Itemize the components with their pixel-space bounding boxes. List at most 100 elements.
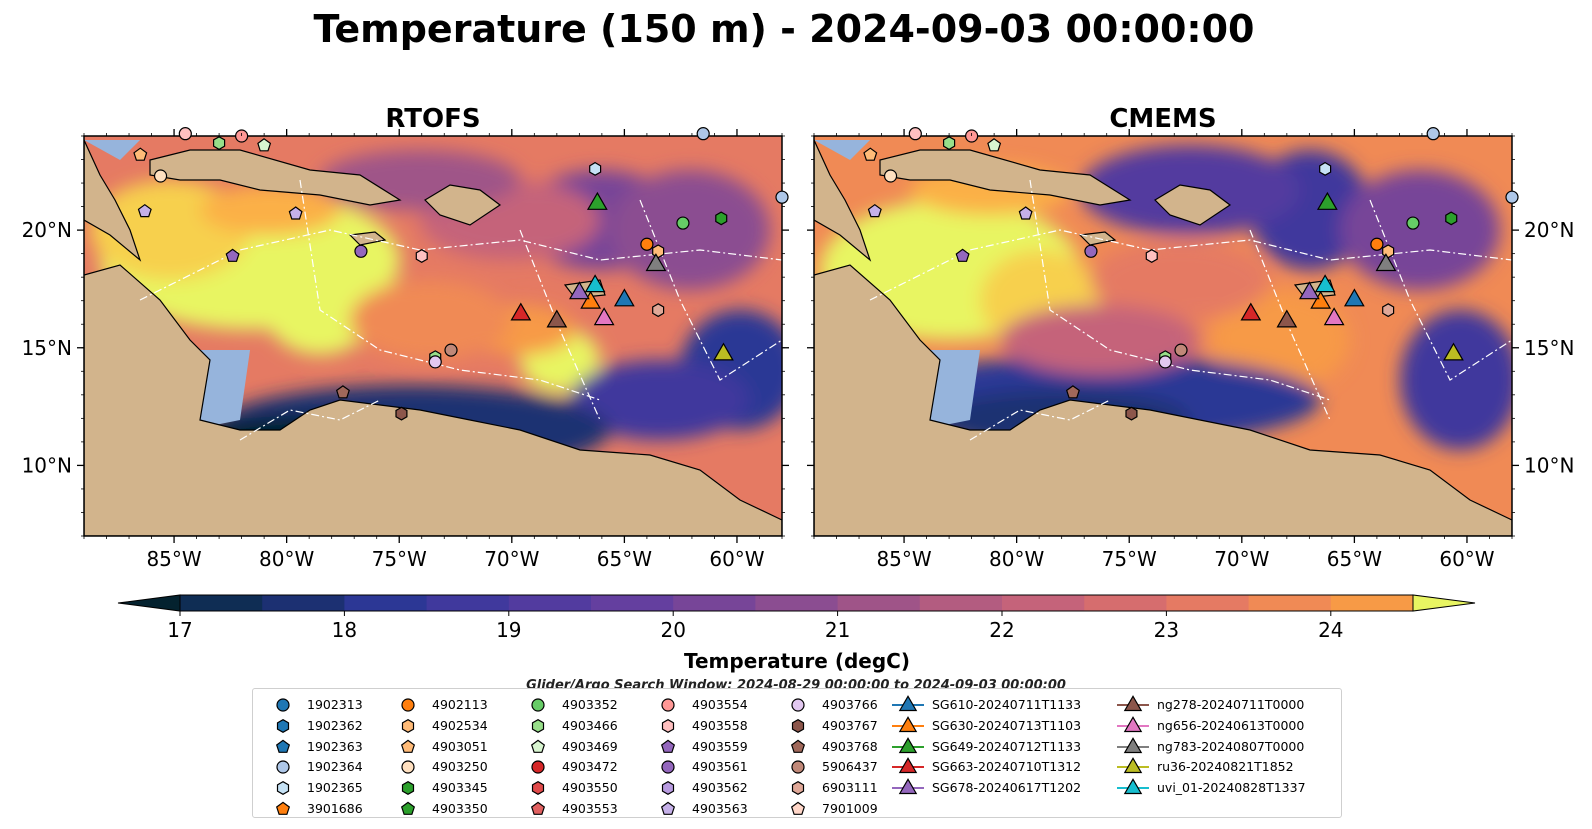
rtofs-argo-marker: [715, 211, 728, 226]
colorbar-bin: [1166, 595, 1250, 611]
rtofs-argo-marker: [354, 244, 368, 258]
legend-swatch: [791, 781, 805, 796]
legend-label: 4902113: [432, 697, 488, 712]
legend-marker: [791, 718, 805, 733]
cmems-argo-marker: [1174, 343, 1188, 357]
rtofs-x-tick-label: 85°W: [146, 547, 201, 571]
legend-swatch: [400, 739, 416, 753]
rtofs-x-tick-label: 60°W: [709, 547, 764, 571]
legend-marker: [791, 760, 805, 774]
rtofs-glider-marker: [510, 302, 532, 321]
rtofs-land: [84, 139, 782, 536]
legend-swatch: [660, 739, 676, 753]
rtofs-argo-marker: [696, 127, 710, 141]
legend-marker: [661, 781, 675, 796]
rtofs-argo-marker: [395, 406, 408, 421]
legend-marker: [276, 760, 290, 774]
legend-marker: [276, 698, 290, 712]
rtofs-argo-marker: [676, 216, 690, 230]
legend-swatch: [892, 778, 924, 795]
colorbar-bin: [673, 595, 756, 611]
rtofs-argo-marker: [213, 136, 226, 151]
legend-label: 1902363: [307, 738, 363, 754]
legend-label: 4903466: [562, 717, 618, 733]
legend-marker: [660, 801, 676, 815]
legend-swatch: [790, 801, 806, 815]
colorbar-bin: [344, 595, 428, 611]
legend-marker: [400, 801, 416, 815]
cmems-argo-marker: [908, 127, 922, 141]
colorbar-label: Temperature (degC): [684, 649, 910, 673]
legend-swatch: [1117, 778, 1149, 795]
cmems-argo-marker: [1406, 216, 1420, 230]
rtofs-glider-marker: [568, 281, 590, 300]
rtofs-glider-marker: [645, 253, 667, 272]
legend-label: 4903352: [562, 697, 618, 712]
legend-label: 4903559: [692, 738, 748, 754]
cmems-glider-marker: [1323, 307, 1345, 326]
legend-label: 4903558: [692, 717, 748, 733]
legend-marker: [531, 698, 545, 712]
colorbar-extend-max: [1412, 594, 1476, 612]
colorbar-tick-label: 17: [167, 618, 192, 642]
cmems-x-tick-label: 60°W: [1439, 547, 1494, 571]
rtofs-argo-marker: [153, 169, 168, 183]
rtofs-argo-marker: [257, 138, 272, 152]
cmems-axis-ticks: 85°W 80°W 75°W 70°W 65°W 60°W 10°N 15°N 20°N: [807, 129, 1574, 571]
legend-label: 4903767: [822, 717, 878, 733]
colorbar-tick-label: 24: [1318, 618, 1343, 642]
cmems-panel: CMEMS: [807, 104, 1574, 571]
colorbar-bin: [426, 595, 510, 611]
rtofs-argo-marker: [652, 244, 665, 259]
legend-swatch: [531, 698, 545, 712]
cmems-panel-title: CMEMS: [1109, 104, 1216, 134]
legend-label: ru36-20240821T1852: [1157, 759, 1294, 775]
legend-swatch: [276, 718, 290, 733]
cmems-y-tick-label: 10°N: [1524, 453, 1574, 477]
colorbar-tick-label: 18: [332, 618, 357, 642]
legend-swatch: [531, 760, 545, 774]
legend-triangle-marker: [1123, 736, 1143, 753]
rtofs-glider-marker: [586, 191, 608, 210]
legend-marker: [791, 781, 805, 796]
rtofs-argo-marker: [415, 249, 428, 263]
legend-swatch: [276, 760, 290, 774]
legend-label: 3901686: [307, 800, 363, 816]
legend-label: 1902313: [307, 697, 363, 712]
legend-marker: [660, 739, 676, 753]
rtofs-x-tick-label: 65°W: [597, 547, 652, 571]
rtofs-glider-marker: [580, 290, 602, 309]
cmems-argo-marker: [1065, 385, 1080, 399]
cmems-x-tick-label: 65°W: [1327, 547, 1382, 571]
legend-label: 1902365: [307, 780, 363, 796]
legend-triangle-marker: [1123, 715, 1143, 732]
colorbar-bin: [837, 595, 921, 611]
colorbar-tick-label: 21: [825, 618, 850, 642]
legend-swatch: [892, 695, 924, 712]
legend-label: 4903345: [432, 780, 488, 796]
legend-marker: [401, 781, 415, 796]
cmems-argo-marker: [1319, 161, 1332, 176]
legend-swatch: [1117, 736, 1149, 753]
legend-label: 4903350: [432, 800, 488, 816]
colorbar-frame: [179, 594, 1414, 612]
cmems-argo-marker: [1125, 406, 1138, 421]
cmems-argo-marker: [955, 248, 970, 262]
cmems-argo-marker: [863, 147, 878, 161]
legend-label: 5906437: [822, 759, 878, 775]
cmems-glider-marker: [1375, 253, 1397, 272]
legend-label: 4903563: [692, 800, 748, 816]
colorbar-bin: [919, 595, 1003, 611]
rtofs-x-tick-label: 80°W: [259, 547, 314, 571]
legend-label: 4903469: [562, 738, 618, 754]
legend-marker: [530, 801, 546, 815]
legend-label: 1902364: [307, 759, 363, 775]
legend-label: 4903051: [432, 738, 488, 754]
legend-swatch: [401, 718, 415, 733]
cmems-argo-marker: [1084, 244, 1098, 258]
legend-label: 4903766: [822, 697, 878, 712]
rtofs-argo-marker: [589, 161, 602, 176]
cmems-argo-marker: [1018, 206, 1033, 220]
legend-label: uvi_01-20240828T1337: [1157, 780, 1306, 796]
legend-swatch: [401, 760, 415, 774]
